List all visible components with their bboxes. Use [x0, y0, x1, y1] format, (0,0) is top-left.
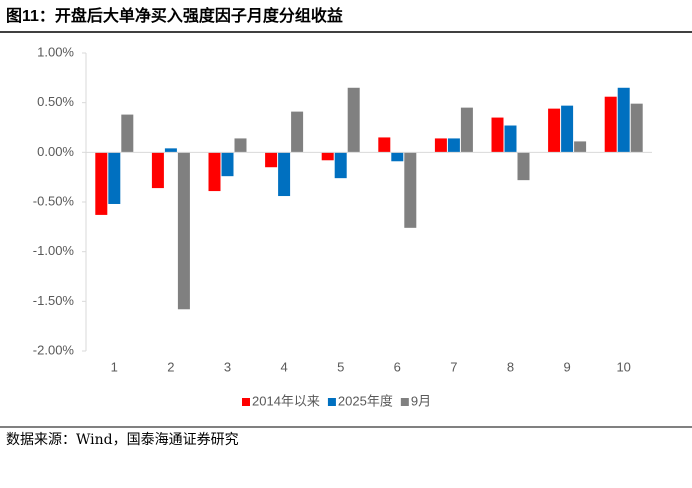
x-tick-label: 2 — [167, 359, 174, 374]
bar — [447, 138, 460, 153]
y-tick-label: -1.00% — [33, 243, 75, 258]
bar — [291, 111, 304, 153]
bar — [548, 108, 561, 153]
bar — [630, 103, 643, 153]
bar — [278, 152, 291, 197]
x-tick-label: 6 — [394, 359, 401, 374]
bar — [108, 152, 121, 204]
bar — [561, 105, 574, 153]
x-tick-label: 8 — [507, 359, 514, 374]
legend-label: 2025年度 — [338, 393, 393, 408]
bar — [617, 87, 630, 153]
source: 数据来源：Wind，国泰海通证券研究 — [6, 432, 239, 448]
x-tick-label: 7 — [450, 359, 457, 374]
legend-swatch — [327, 398, 336, 406]
bar — [151, 152, 164, 189]
y-tick-label: 0.00% — [37, 144, 74, 159]
x-tick-label: 4 — [280, 359, 287, 374]
y-tick-label: -2.00% — [33, 342, 75, 357]
x-tick-label: 9 — [563, 359, 570, 374]
bar — [574, 141, 587, 153]
bar — [491, 117, 504, 153]
bar — [517, 152, 530, 181]
bar — [265, 152, 278, 168]
bar — [604, 96, 617, 153]
bar — [434, 138, 447, 153]
bar — [391, 152, 404, 162]
y-tick-label: 0.50% — [37, 94, 74, 109]
bar — [347, 87, 360, 153]
x-tick-label: 3 — [224, 359, 231, 374]
y-tick-label: -1.50% — [33, 293, 75, 308]
legend-label: 2014年以来 — [252, 393, 320, 408]
bar — [321, 152, 334, 161]
bar — [95, 152, 108, 215]
bar — [221, 152, 234, 177]
legend-swatch — [400, 398, 409, 406]
bar — [164, 148, 177, 153]
bar — [121, 114, 134, 153]
bar — [404, 152, 417, 228]
x-tick-label: 10 — [616, 359, 630, 374]
bar — [234, 138, 247, 153]
y-tick-label: -0.50% — [33, 193, 75, 208]
bar — [460, 107, 473, 153]
bar — [177, 152, 190, 310]
bar — [208, 152, 221, 192]
x-tick-label: 5 — [337, 359, 344, 374]
bar — [504, 125, 517, 153]
chart-title: 图11：开盘后大单净买入强度因子月度分组收益 — [6, 6, 343, 25]
x-tick-label: 1 — [111, 359, 118, 374]
legend-swatch — [242, 398, 250, 406]
bar — [378, 137, 391, 153]
bar — [334, 152, 347, 179]
y-tick-label: 1.00% — [37, 44, 74, 59]
legend-label: 9月 — [411, 393, 431, 408]
